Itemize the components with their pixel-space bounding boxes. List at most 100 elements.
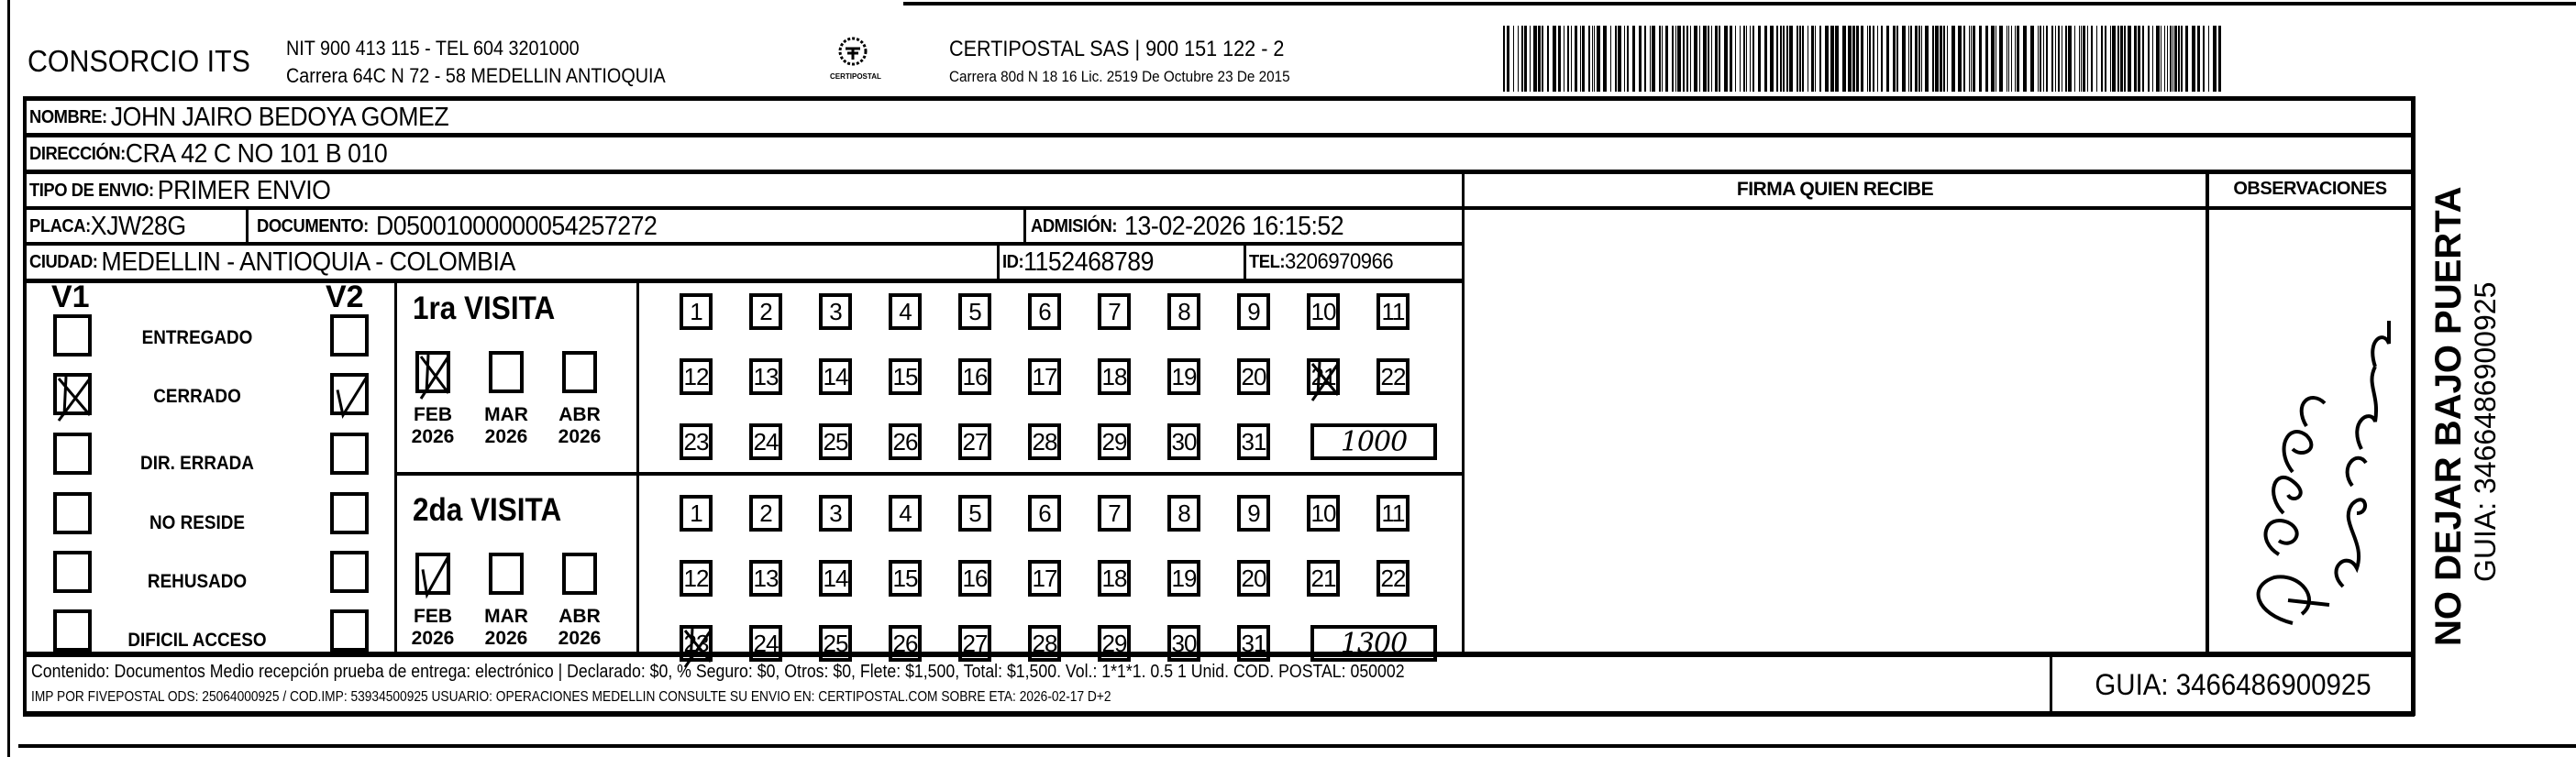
v1-checkbox[interactable] <box>53 551 92 593</box>
day-box-23[interactable]: 23 <box>680 423 713 460</box>
barcode-bar <box>2218 26 2221 92</box>
month-checkbox-abr[interactable] <box>562 351 597 393</box>
day-number: 14 <box>823 564 849 592</box>
firma-header: FIRMA QUIEN RECIBE <box>1736 179 1934 200</box>
barcode-bar <box>2178 26 2180 92</box>
day-box-14[interactable]: 14 <box>819 358 852 395</box>
day-box-24[interactable]: 24 <box>749 423 782 460</box>
day-box-28[interactable]: 28 <box>1028 423 1061 460</box>
barcode-bar <box>2087 26 2088 92</box>
month-checkbox-mar[interactable] <box>489 351 524 393</box>
day-box-25[interactable]: 25 <box>819 625 852 662</box>
divider <box>394 279 397 654</box>
day-box-30[interactable]: 30 <box>1167 625 1200 662</box>
day-box-29[interactable]: 29 <box>1098 625 1131 662</box>
barcode-bar <box>1513 26 1514 92</box>
day-box-26[interactable]: 26 <box>889 625 922 662</box>
day-box-22[interactable]: 22 <box>1376 358 1410 395</box>
day-box-1[interactable]: 1 <box>680 293 713 330</box>
v2-checkbox[interactable] <box>330 551 369 593</box>
barcode-bar <box>1703 26 1707 92</box>
v1-checkbox[interactable] <box>53 314 92 357</box>
day-box-7[interactable]: 7 <box>1098 495 1131 532</box>
day-box-3[interactable]: 3 <box>819 293 852 330</box>
day-box-1[interactable]: 1 <box>680 495 713 532</box>
barcode-bar <box>1856 26 1859 92</box>
day-box-3[interactable]: 3 <box>819 495 852 532</box>
v1-checkbox[interactable] <box>53 609 92 652</box>
day-box-29[interactable]: 29 <box>1098 423 1131 460</box>
day-box-10[interactable]: 10 <box>1307 293 1340 330</box>
day-box-20[interactable]: 20 <box>1237 358 1270 395</box>
day-box-12[interactable]: 12 <box>680 560 713 597</box>
barcode-bar <box>2008 26 2009 92</box>
day-box-9[interactable]: 9 <box>1237 293 1270 330</box>
v2-checkbox[interactable] <box>330 433 369 475</box>
v2-checkbox[interactable] <box>330 373 369 419</box>
day-box-27[interactable]: 27 <box>958 423 991 460</box>
day-box-13[interactable]: 13 <box>749 358 782 395</box>
day-box-4[interactable]: 4 <box>889 495 922 532</box>
day-box-6[interactable]: 6 <box>1028 495 1061 532</box>
day-box-27[interactable]: 27 <box>958 625 991 662</box>
day-box-9[interactable]: 9 <box>1237 495 1270 532</box>
day-box-22[interactable]: 22 <box>1376 560 1410 597</box>
day-box-28[interactable]: 28 <box>1028 625 1061 662</box>
day-box-18[interactable]: 18 <box>1098 560 1131 597</box>
day-box-8[interactable]: 8 <box>1167 495 1200 532</box>
day-box-14[interactable]: 14 <box>819 560 852 597</box>
month-name: FEB <box>414 606 452 627</box>
day-number: 10 <box>1310 297 1337 325</box>
day-box-8[interactable]: 8 <box>1167 293 1200 330</box>
day-box-6[interactable]: 6 <box>1028 293 1061 330</box>
v2-checkbox[interactable] <box>330 609 369 652</box>
month-checkbox-abr[interactable] <box>562 553 597 595</box>
day-box-10[interactable]: 10 <box>1307 495 1340 532</box>
v2-checkbox[interactable] <box>330 492 369 534</box>
day-box-15[interactable]: 15 <box>889 560 922 597</box>
day-box-5[interactable]: 5 <box>958 293 991 330</box>
day-box-11[interactable]: 11 <box>1376 495 1410 532</box>
month-checkbox-feb[interactable] <box>415 351 450 400</box>
barcode-bar <box>1973 26 1975 92</box>
month-checkbox-mar[interactable] <box>489 553 524 595</box>
divider <box>2050 653 2052 714</box>
day-box-4[interactable]: 4 <box>889 293 922 330</box>
day-box-7[interactable]: 7 <box>1098 293 1131 330</box>
day-box-2[interactable]: 2 <box>749 495 782 532</box>
day-box-19[interactable]: 19 <box>1167 358 1200 395</box>
day-box-16[interactable]: 16 <box>958 358 991 395</box>
v2-checkbox[interactable] <box>330 314 369 357</box>
v1-checkbox[interactable] <box>53 492 92 534</box>
day-box-17[interactable]: 17 <box>1028 358 1061 395</box>
day-box-21[interactable]: 21 <box>1307 358 1340 401</box>
day-box-2[interactable]: 2 <box>749 293 782 330</box>
v1-checkbox[interactable] <box>53 433 92 475</box>
day-box-31[interactable]: 31 <box>1237 423 1270 460</box>
day-box-16[interactable]: 16 <box>958 560 991 597</box>
day-box-18[interactable]: 18 <box>1098 358 1131 395</box>
day-number: 14 <box>823 362 849 390</box>
day-box-23[interactable]: 23 <box>680 625 713 668</box>
day-box-25[interactable]: 25 <box>819 423 852 460</box>
day-box-26[interactable]: 26 <box>889 423 922 460</box>
barcode-bar <box>1877 26 1878 92</box>
day-box-30[interactable]: 30 <box>1167 423 1200 460</box>
time-box[interactable]: 1300 <box>1310 625 1437 662</box>
day-number: 24 <box>753 629 779 657</box>
divider <box>23 133 2415 137</box>
day-box-31[interactable]: 31 <box>1237 625 1270 662</box>
day-box-21[interactable]: 21 <box>1307 560 1340 597</box>
v1-checkbox[interactable] <box>53 373 92 422</box>
day-box-12[interactable]: 12 <box>680 358 713 395</box>
day-box-24[interactable]: 24 <box>749 625 782 662</box>
time-box[interactable]: 1000 <box>1310 423 1437 460</box>
day-box-19[interactable]: 19 <box>1167 560 1200 597</box>
day-box-13[interactable]: 13 <box>749 560 782 597</box>
day-box-5[interactable]: 5 <box>958 495 991 532</box>
day-box-15[interactable]: 15 <box>889 358 922 395</box>
month-checkbox-feb[interactable] <box>415 553 450 599</box>
day-box-20[interactable]: 20 <box>1237 560 1270 597</box>
day-box-17[interactable]: 17 <box>1028 560 1061 597</box>
day-box-11[interactable]: 11 <box>1376 293 1410 330</box>
